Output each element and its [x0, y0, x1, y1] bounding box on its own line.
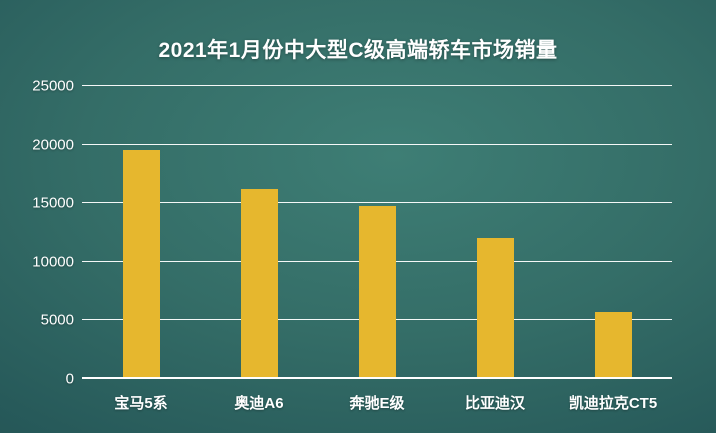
chart-title: 2021年1月份中大型C级高端轿车市场销量	[158, 39, 558, 62]
bar	[476, 238, 514, 379]
bar	[122, 150, 160, 379]
y-tick-label: 0	[65, 370, 74, 388]
x-axis-line	[82, 377, 672, 379]
y-tick-label: 20000	[32, 136, 74, 154]
y-tick-label: 5000	[40, 311, 74, 329]
gridline	[82, 143, 672, 145]
gridline	[82, 85, 672, 86]
x-tick-label: 凯迪拉克CT5	[568, 395, 658, 412]
bar	[594, 312, 632, 379]
x-tick-label: 比亚迪汉	[464, 395, 525, 412]
bar	[240, 189, 278, 379]
x-tick-label: 奔驰E级	[349, 395, 405, 412]
gridline	[82, 202, 672, 204]
y-tick-label: 25000	[32, 77, 74, 95]
y-tick-label: 10000	[32, 253, 74, 271]
x-tick-label: 奥迪A6	[234, 395, 284, 412]
y-tick-label: 15000	[32, 194, 74, 212]
x-tick-label: 宝马5系	[114, 395, 168, 412]
bar	[358, 205, 396, 379]
plot-area: 0 5000 10000 15000 20000 25000 宝马5系 奥迪A6 奔驰E级 比亚迪…	[32, 78, 672, 412]
